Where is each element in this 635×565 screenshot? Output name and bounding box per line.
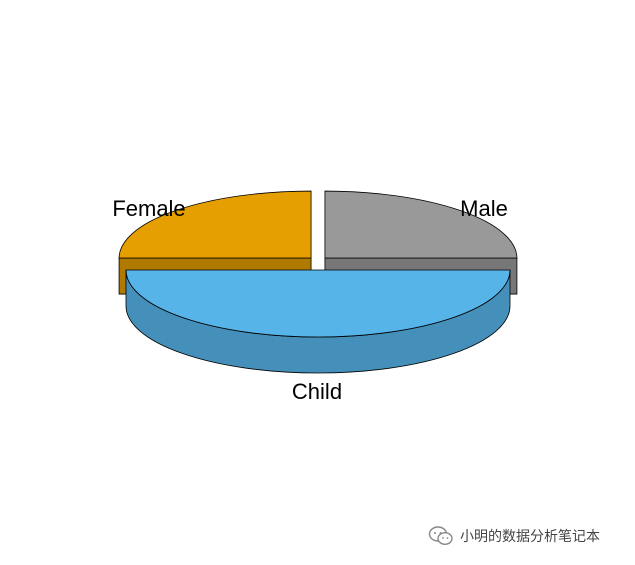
watermark: 小明的数据分析笔记本 xyxy=(428,524,600,548)
pie-child-group xyxy=(125,269,511,374)
wechat-icon xyxy=(428,526,453,546)
pie-label-male: Male xyxy=(460,196,508,221)
pie-slice-top-female xyxy=(118,190,312,259)
pie-slice-top-child xyxy=(125,269,511,338)
pie-label-female: Female xyxy=(112,196,185,221)
pie-labels: Female Male Child xyxy=(112,196,508,404)
watermark-text: 小明的数据分析笔记本 xyxy=(460,529,600,545)
pie-tops-back xyxy=(118,190,518,259)
pie-slice-top-male xyxy=(324,190,518,259)
pie-label-child: Child xyxy=(292,379,342,404)
